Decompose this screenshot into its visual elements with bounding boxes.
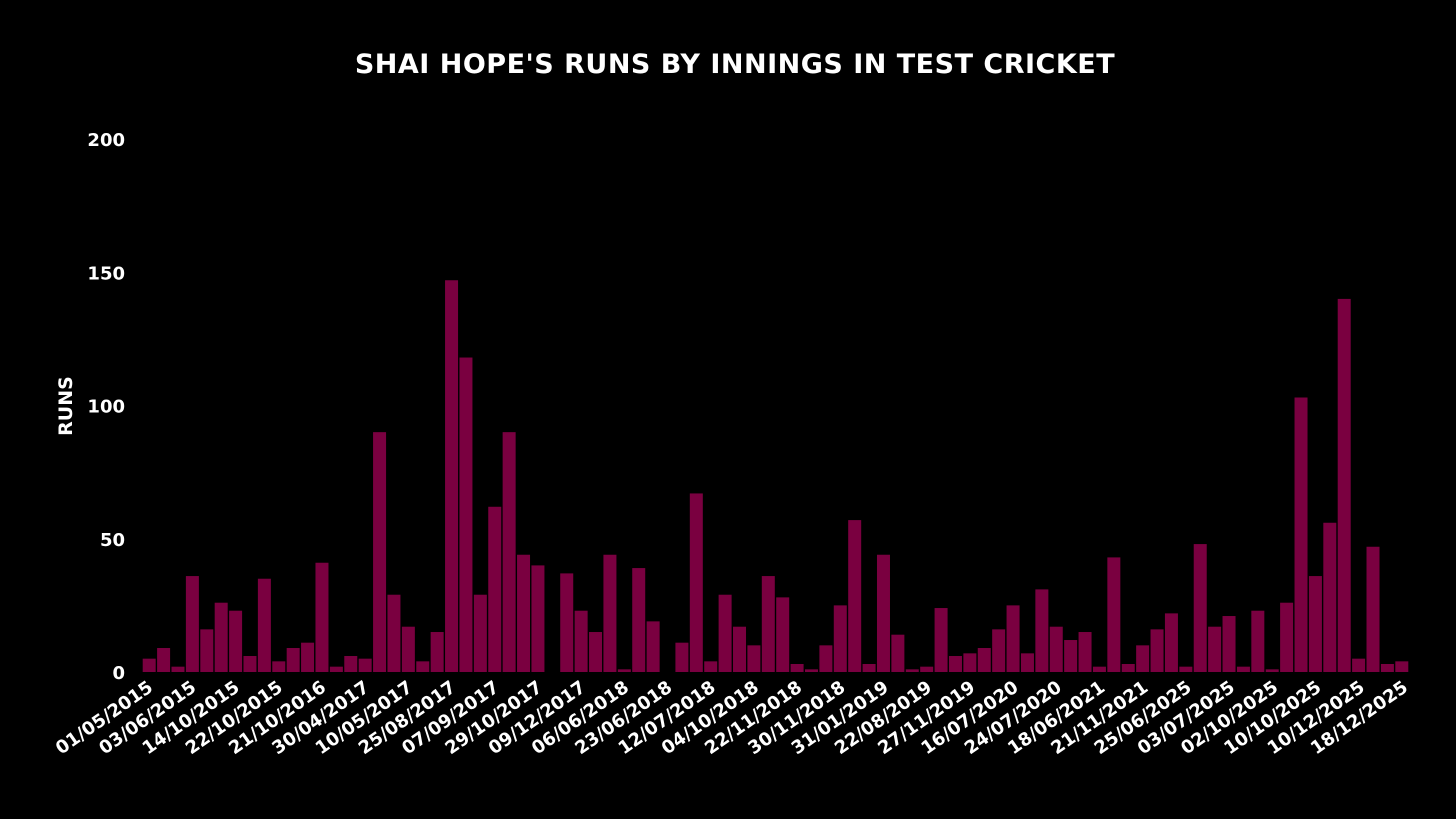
bar bbox=[1294, 397, 1308, 672]
bar bbox=[1395, 661, 1409, 672]
bar bbox=[977, 648, 991, 672]
bar bbox=[1136, 645, 1150, 672]
bar bbox=[445, 280, 459, 672]
bar bbox=[963, 653, 977, 672]
bar bbox=[1092, 666, 1106, 672]
bar bbox=[1280, 602, 1294, 672]
bar bbox=[1064, 640, 1078, 672]
bar bbox=[948, 656, 962, 672]
bar bbox=[243, 656, 257, 672]
bar bbox=[531, 565, 545, 672]
y-tick-label: 100 bbox=[87, 397, 125, 418]
bar bbox=[1337, 298, 1351, 672]
bar bbox=[790, 664, 804, 672]
bar bbox=[401, 626, 415, 672]
bar bbox=[1049, 626, 1063, 672]
bar bbox=[286, 648, 300, 672]
y-axis-label: RUNS bbox=[55, 376, 77, 436]
bar bbox=[272, 661, 286, 672]
bar bbox=[142, 658, 156, 672]
bar bbox=[344, 656, 358, 672]
bar bbox=[329, 666, 343, 672]
bar bbox=[517, 554, 531, 672]
bar bbox=[761, 576, 775, 672]
bar bbox=[905, 669, 919, 672]
y-tick-label: 50 bbox=[100, 530, 125, 551]
bar bbox=[1164, 613, 1178, 672]
bar bbox=[1380, 664, 1394, 672]
bar bbox=[473, 594, 487, 672]
bar bbox=[430, 632, 444, 672]
bar bbox=[416, 661, 430, 672]
bar bbox=[1179, 666, 1193, 672]
bar bbox=[992, 629, 1006, 672]
bar bbox=[574, 610, 588, 672]
bar bbox=[747, 645, 761, 672]
bar bbox=[848, 520, 862, 672]
bar bbox=[704, 661, 718, 672]
bar bbox=[891, 634, 905, 672]
bar bbox=[819, 645, 833, 672]
bar bbox=[1366, 546, 1380, 672]
y-tick-label: 200 bbox=[87, 130, 125, 151]
bar bbox=[1078, 632, 1092, 672]
bar bbox=[675, 642, 689, 672]
bar bbox=[358, 658, 372, 672]
bar bbox=[934, 608, 948, 672]
bar bbox=[1265, 669, 1279, 672]
bar bbox=[387, 594, 401, 672]
bar bbox=[185, 576, 199, 672]
x-axis-ticks: 01/05/201503/06/201514/10/201522/10/2015… bbox=[52, 677, 1412, 759]
bar bbox=[315, 562, 329, 672]
bar bbox=[459, 357, 473, 672]
bar bbox=[200, 629, 214, 672]
bar bbox=[488, 506, 502, 672]
bar bbox=[560, 573, 574, 672]
bar bbox=[776, 597, 790, 672]
bar bbox=[171, 666, 185, 672]
bar bbox=[1193, 544, 1207, 672]
bar bbox=[229, 610, 243, 672]
bar bbox=[1308, 576, 1322, 672]
bar bbox=[718, 594, 732, 672]
bar bbox=[214, 602, 228, 672]
bar bbox=[617, 669, 631, 672]
bar bbox=[646, 621, 660, 672]
bar bbox=[1020, 653, 1034, 672]
bar bbox=[502, 432, 516, 672]
bar bbox=[301, 642, 315, 672]
bar bbox=[1035, 589, 1049, 672]
bar bbox=[157, 648, 171, 672]
bar bbox=[833, 605, 847, 673]
bar bbox=[1107, 557, 1121, 672]
y-tick-label: 0 bbox=[112, 663, 125, 684]
bar bbox=[1222, 616, 1236, 672]
bar bbox=[257, 578, 271, 672]
bar bbox=[1121, 664, 1135, 672]
bar bbox=[689, 493, 703, 672]
bar bbox=[733, 626, 747, 672]
bar bbox=[373, 432, 387, 672]
bar bbox=[876, 554, 890, 672]
bars bbox=[142, 280, 1409, 673]
chart-title: SHAI HOPE'S RUNS BY INNINGS IN TEST CRIC… bbox=[355, 49, 1115, 80]
bar bbox=[1150, 629, 1164, 672]
y-axis-ticks: 0 50 100 150 200 bbox=[87, 130, 125, 684]
bar bbox=[805, 669, 818, 672]
bar bbox=[1208, 626, 1222, 672]
y-tick-label: 150 bbox=[87, 263, 125, 284]
bar bbox=[1006, 605, 1020, 673]
bar bbox=[1236, 666, 1250, 672]
bar bbox=[603, 554, 617, 672]
bar bbox=[862, 664, 876, 672]
bar bbox=[920, 666, 934, 672]
bar bbox=[1251, 610, 1265, 672]
bar bbox=[1352, 658, 1366, 672]
bar bbox=[589, 632, 603, 672]
bar bbox=[1323, 522, 1337, 672]
bar bbox=[632, 568, 646, 672]
